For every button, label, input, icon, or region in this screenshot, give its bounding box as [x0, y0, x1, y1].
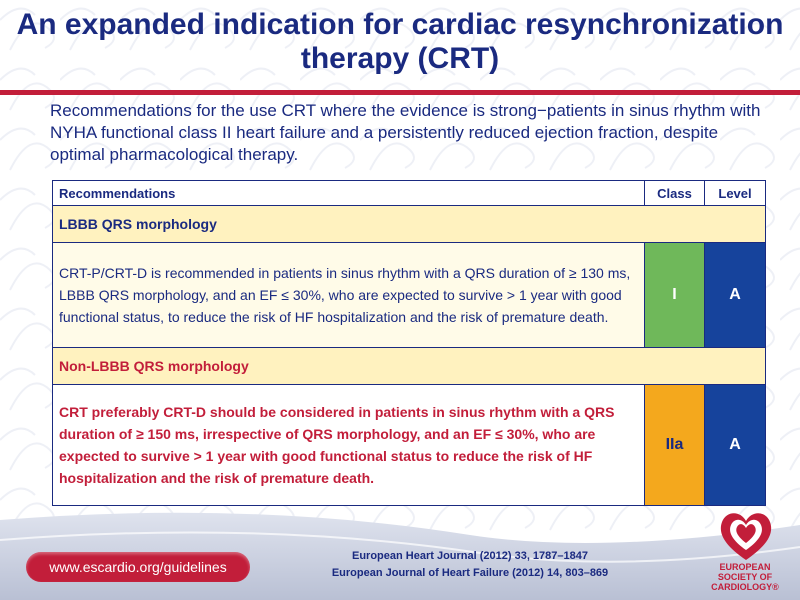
journal-references: European Heart Journal (2012) 33, 1787–1… — [300, 548, 640, 582]
logo-line-3: CARDIOLOGY® — [711, 582, 779, 592]
section-heading-non-lbbb: Non-LBBB QRS morphology — [52, 347, 766, 385]
header-recommendations: Recommendations — [52, 180, 645, 206]
logo-line-1: EUROPEAN — [719, 562, 771, 572]
intro-text: Recommendations for the use CRT where th… — [50, 101, 761, 164]
header-level: Level — [704, 180, 766, 206]
reference-ehj: European Heart Journal (2012) 33, 1787–1… — [351, 550, 588, 562]
section-heading-lbbb: LBBB QRS morphology — [52, 205, 766, 243]
class-badge-lbbb: I — [644, 242, 705, 348]
guidelines-link[interactable]: www.escardio.org/guidelines — [26, 552, 250, 582]
section-heading-row: LBBB QRS morphology — [52, 205, 766, 243]
table-row: CRT preferably CRT-D should be considere… — [52, 384, 766, 506]
title-divider — [0, 90, 800, 95]
section-heading-row: Non-LBBB QRS morphology — [52, 347, 766, 385]
recommendation-text-lbbb: CRT-P/CRT-D is recommended in patients i… — [52, 242, 645, 348]
table-header-row: Recommendations Class Level — [52, 180, 766, 206]
recommendation-text-non-lbbb: CRT preferably CRT-D should be considere… — [52, 384, 645, 506]
class-badge-non-lbbb: IIa — [644, 384, 705, 506]
level-badge-lbbb: A — [704, 242, 766, 348]
reference-ejhf: European Journal of Heart Failure (2012)… — [331, 567, 609, 579]
level-badge-non-lbbb: A — [704, 384, 766, 506]
esc-heart-logo-icon — [720, 513, 772, 560]
esc-logo-text: EUROPEAN SOCIETY OF CARDIOLOGY® — [700, 562, 790, 592]
header-class: Class — [644, 180, 705, 206]
table-row: CRT-P/CRT-D is recommended in patients i… — [52, 242, 766, 348]
logo-line-2: SOCIETY OF — [717, 572, 773, 582]
page-title: An expanded indication for cardiac resyn… — [16, 8, 784, 75]
recommendations-table: Recommendations Class Level LBBB QRS mor… — [52, 180, 766, 506]
